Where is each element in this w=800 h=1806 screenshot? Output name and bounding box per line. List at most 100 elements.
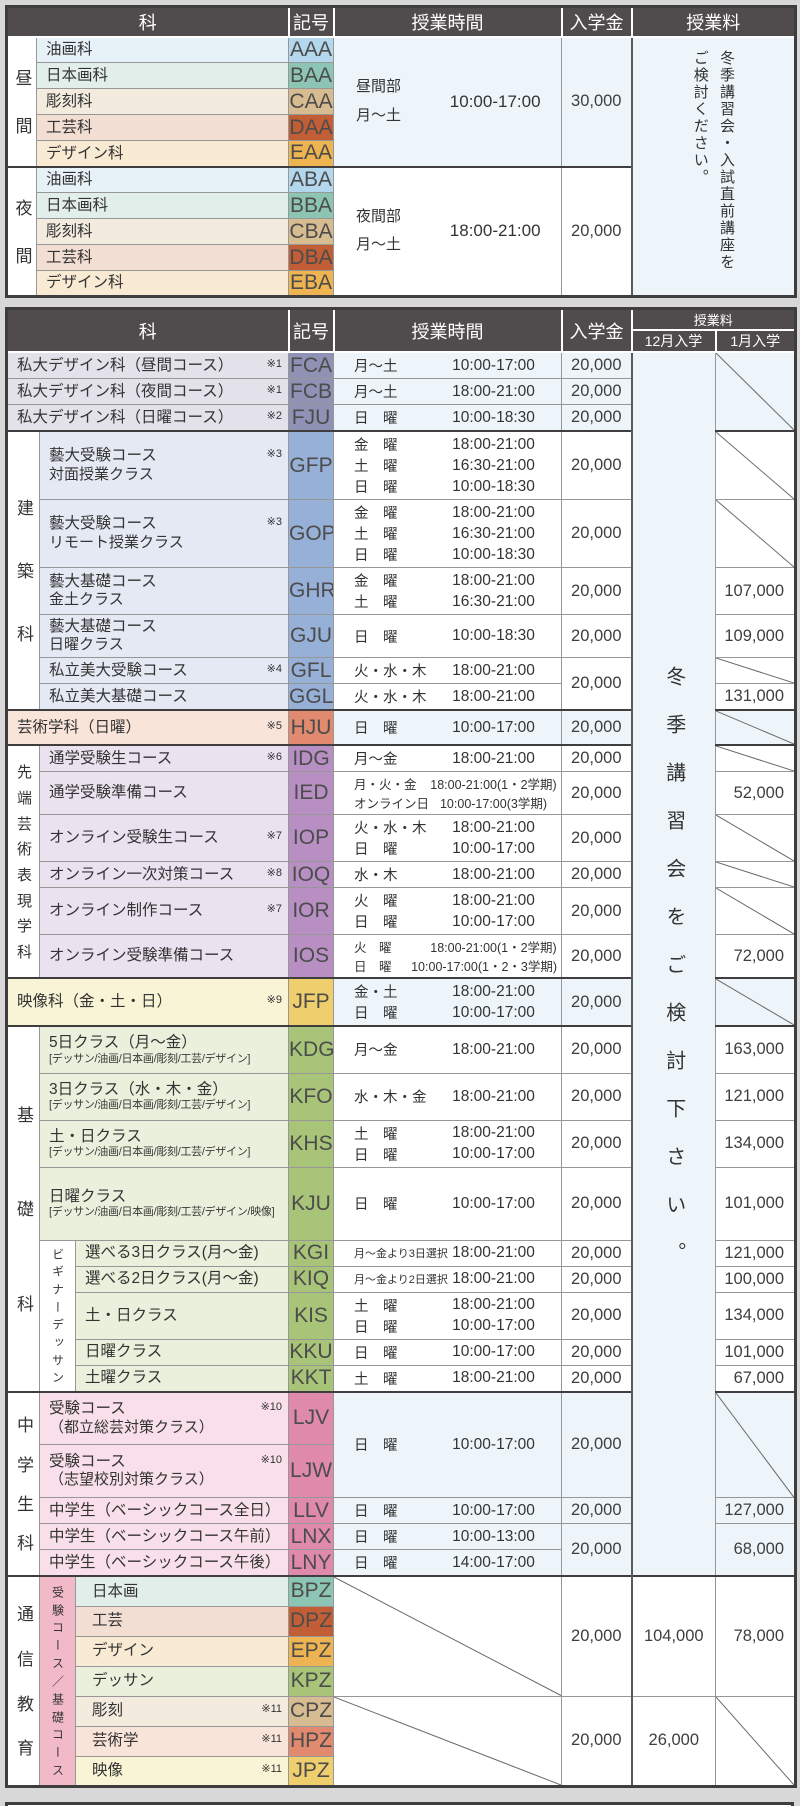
course-code: KFO bbox=[288, 1072, 335, 1121]
course-code-text: DPZ bbox=[290, 1609, 333, 1633]
dept-code-text: EAA bbox=[289, 141, 333, 165]
note-marker: ※10 bbox=[260, 1454, 283, 1467]
course-name: 受験コース bbox=[49, 1453, 126, 1471]
entrance-fee-value: 20,000 bbox=[571, 456, 622, 474]
course-name-cell: 映像 ※11 bbox=[74, 1755, 290, 1787]
class-time-cell: 日 曜 10:00-18:30 bbox=[333, 613, 563, 659]
time-range: 10:00-17:00 bbox=[452, 912, 535, 930]
course-name-cell: 私大デザイン科（夜間コース） ※1 bbox=[5, 378, 290, 405]
january-tuition-value: 68,000 bbox=[733, 1540, 785, 1559]
class-time-cell: 月〜金より3日選択 18:00-21:00 bbox=[333, 1239, 563, 1267]
class-time-cell: 日 曜 10:00-13:00 bbox=[333, 1523, 563, 1551]
group-label-sentan: 先端芸術表現学科 bbox=[6, 744, 40, 979]
dept-name: 油画科 bbox=[46, 171, 93, 189]
class-time-cell: 日 曜 10:00-17:00 bbox=[333, 709, 563, 746]
class-time-cell: 月〜金 18:00-21:00 bbox=[333, 744, 563, 773]
january-tuition: 163,000 bbox=[715, 1025, 797, 1074]
entrance-fee: 20,000 bbox=[561, 861, 633, 889]
dept-code-text: DAA bbox=[289, 115, 333, 139]
time-range: 10:00-17:00 bbox=[452, 356, 535, 374]
course-name: 中学生（ベーシックコース全日） bbox=[49, 1501, 281, 1519]
header-code: 記号 bbox=[287, 5, 335, 38]
entrance-fee: 20,000 bbox=[561, 499, 633, 568]
course-name: デザイン bbox=[92, 1642, 155, 1660]
header-time: 授業時間 bbox=[332, 307, 563, 353]
december-tuition-value: 26,000 bbox=[648, 1731, 699, 1750]
class-time-cell: 火 曜 18:00-21:00(1・2学期) 日 曜 10:00-17:00(1・2… bbox=[333, 934, 563, 979]
entrance-fee-value: 20,000 bbox=[571, 865, 622, 884]
class-time-cell: 火・水・木 18:00-21:00 日 曜 10:00-17:00 bbox=[333, 814, 563, 863]
course-code: KGI bbox=[288, 1239, 335, 1267]
course-subname: （志望校別対策クラス） bbox=[49, 1471, 214, 1489]
course-code-text: GFP bbox=[289, 453, 333, 477]
entrance-fee-value: 30,000 bbox=[571, 92, 622, 110]
course-code-text: HPZ bbox=[290, 1729, 333, 1753]
entrance-fee-value: 20,000 bbox=[571, 1626, 622, 1645]
course-name: 芸術学科（日曜） bbox=[17, 718, 142, 736]
entrance-fee-value: 20,000 bbox=[571, 1731, 622, 1750]
time-range: 10:00-17:00 bbox=[452, 718, 535, 736]
entrance-fee: 20,000 bbox=[561, 1695, 633, 1787]
time-days: 火 曜 bbox=[354, 941, 392, 956]
dept-name-cell: デザイン科 bbox=[36, 140, 289, 167]
time-days: 日 曜 bbox=[354, 1345, 398, 1362]
course-name-cell: 土曜クラス bbox=[74, 1364, 290, 1393]
diagonal-line bbox=[716, 500, 794, 567]
entrance-fee-value: 20,000 bbox=[571, 1342, 622, 1361]
entrance-fee-value: 20,000 bbox=[571, 581, 622, 600]
time-range: 10:00-13:00 bbox=[452, 1527, 535, 1545]
group-label-text: 建築科 bbox=[14, 498, 33, 643]
course-name-cell: 中学生（ベーシックコース午前） bbox=[38, 1523, 290, 1551]
subgroup-label-tsushin-courses: 受験コース／基礎コース bbox=[39, 1575, 76, 1787]
diagonal-line bbox=[716, 711, 794, 744]
course-name: 中学生（ベーシックコース午前） bbox=[49, 1527, 281, 1545]
dept-name-cell: 日本画科 bbox=[36, 62, 289, 89]
dept-name-cell: 日本画科 bbox=[36, 192, 289, 219]
course-code-text: LNX bbox=[290, 1524, 332, 1548]
course-code: KKU bbox=[288, 1338, 335, 1366]
note-marker: ※3 bbox=[266, 448, 283, 461]
class-time-cell: 月・火・金 18:00-21:00(1・2学期) オンライン日 10:00-17:0… bbox=[333, 771, 563, 816]
course-name: 私立美大基礎コース bbox=[49, 687, 188, 705]
course-code-text: FCB bbox=[290, 379, 333, 403]
time-days: 日 曜 bbox=[354, 1556, 398, 1573]
course-code: EPZ bbox=[288, 1635, 335, 1667]
course-name-cell: 5日クラス（月〜金） [デッサン/油画/日本画/彫刻/工芸/デザイン] bbox=[38, 1025, 290, 1074]
course-code-text: IOP bbox=[292, 826, 330, 850]
time-days: 日 曜 bbox=[354, 960, 392, 975]
course-name-cell: 映像科（金・土・日） ※9 bbox=[5, 977, 290, 1027]
time-days: 金 曜 bbox=[354, 506, 398, 522]
entrance-fee: 20,000 bbox=[561, 1239, 633, 1267]
note-marker: ※7 bbox=[266, 830, 283, 843]
header-dept: 科 bbox=[5, 5, 290, 38]
diagonal-line bbox=[334, 1577, 561, 1696]
time-days: 日 曜 bbox=[354, 1319, 398, 1336]
time-days: 月〜金より2日選択 bbox=[354, 1274, 448, 1287]
course-code-text: IED bbox=[293, 781, 329, 805]
course-code: KKT bbox=[288, 1364, 335, 1393]
time-range: 10:00-18:30 bbox=[452, 408, 535, 426]
diagonal-line bbox=[716, 862, 794, 887]
time-days: 日 曜 bbox=[354, 915, 398, 932]
course-code-text: GGL bbox=[289, 684, 334, 708]
entrance-fee: 20,000 bbox=[561, 744, 633, 773]
course-name: 選べる3日クラス(月〜金) bbox=[85, 1244, 259, 1262]
january-tuition-value: 134,000 bbox=[724, 1306, 785, 1325]
december-note-text: 冬季講習会をご検討下さい。 bbox=[662, 666, 685, 1263]
course-subname: [デッサン/油画/日本画/彫刻/工芸/デザイン] bbox=[49, 1146, 251, 1159]
entrance-fee: 20,000 bbox=[561, 1291, 633, 1340]
course-name: 通学受験生コース bbox=[49, 749, 173, 767]
course-code-text: GHR bbox=[289, 579, 334, 602]
course-name-cell: オンライン受験準備コース bbox=[38, 934, 290, 979]
january-tuition: 100,000 bbox=[715, 1265, 797, 1293]
course-name: 日本画 bbox=[92, 1582, 139, 1600]
time-range: 18:00-21:00 bbox=[452, 1296, 535, 1314]
time-range: 10:00-17:00 bbox=[452, 839, 535, 857]
course-code-text: LNY bbox=[290, 1550, 332, 1574]
time-days: 金 曜 bbox=[354, 574, 398, 590]
course-code-text: BPZ bbox=[290, 1579, 332, 1603]
course-code: DPZ bbox=[288, 1605, 335, 1637]
group-label-tsushin: 通信教育 bbox=[6, 1575, 40, 1787]
course-name: 私大デザイン科（日曜コース） bbox=[17, 408, 234, 426]
course-code-text: KGI bbox=[292, 1241, 330, 1265]
